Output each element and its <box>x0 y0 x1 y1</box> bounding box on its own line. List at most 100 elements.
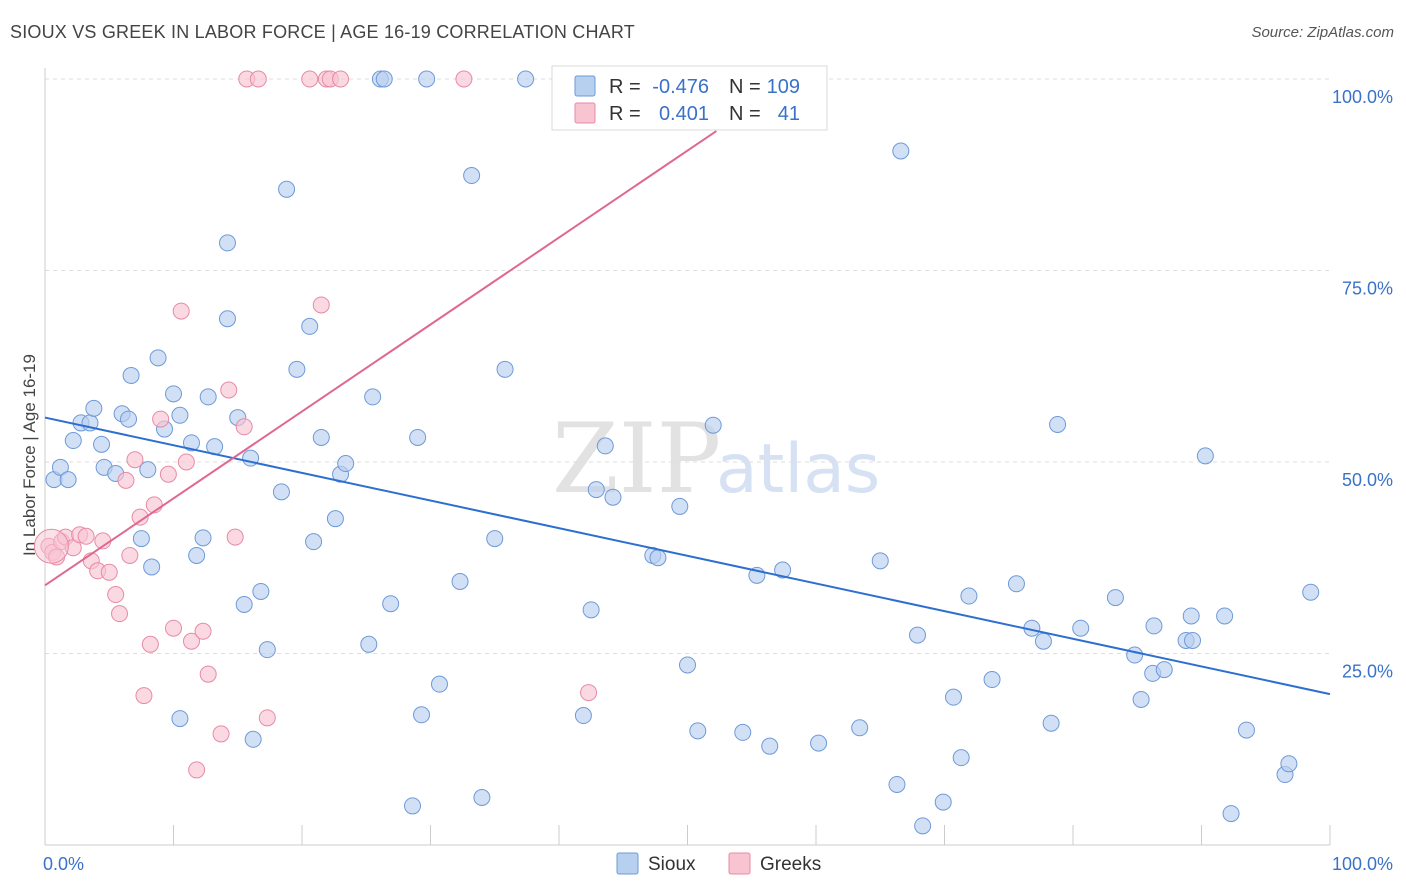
point-sioux <box>272 483 290 501</box>
point-sioux <box>1106 589 1124 607</box>
point-sioux <box>1049 415 1067 433</box>
point-sioux <box>64 432 82 450</box>
point-sioux <box>1072 619 1090 637</box>
point-greeks <box>177 453 195 471</box>
point-sioux <box>305 533 323 551</box>
point-sioux <box>892 142 910 160</box>
point-sioux <box>1042 714 1060 732</box>
point-sioux <box>244 730 262 748</box>
x-tick-labels: 0.0% 100.0% <box>43 854 1393 874</box>
point-sioux <box>944 688 962 706</box>
point-greeks <box>194 622 212 640</box>
point-greeks <box>199 665 217 683</box>
point-sioux <box>413 706 431 724</box>
point-sioux <box>364 388 382 406</box>
legend-n-value-sioux: 109 <box>767 76 800 98</box>
point-greeks <box>226 528 244 546</box>
point-sioux <box>774 561 792 579</box>
point-greeks <box>188 761 206 779</box>
point-sioux <box>810 734 828 752</box>
point-greeks <box>107 586 125 604</box>
point-sioux <box>1145 617 1163 635</box>
point-sioux <box>120 410 138 428</box>
point-sioux <box>252 582 270 600</box>
point-sioux <box>582 601 600 619</box>
point-sioux <box>51 458 69 476</box>
point-greeks <box>301 70 319 88</box>
point-sioux <box>689 722 707 740</box>
series-legend-label-sioux: Sioux <box>648 854 696 875</box>
legend-n-value-greeks: 41 <box>778 103 800 125</box>
point-sioux <box>596 437 614 455</box>
point-sioux <box>1132 690 1150 708</box>
point-sioux <box>194 529 212 547</box>
point-sioux <box>496 360 514 378</box>
scatter-points <box>33 70 1320 835</box>
trend-lines <box>44 130 1331 696</box>
point-sioux <box>288 360 306 378</box>
y-tick-label: 25.0% <box>1342 662 1393 682</box>
point-sioux <box>132 530 150 548</box>
point-greeks <box>235 418 253 436</box>
y-tick-label: 50.0% <box>1342 470 1393 490</box>
point-sioux <box>1184 631 1202 649</box>
point-greeks <box>77 527 95 545</box>
point-sioux <box>430 675 448 693</box>
point-greeks <box>258 709 276 727</box>
point-greeks <box>172 302 190 320</box>
correlation-legend: R = -0.476 N = 109 R = 0.401 N = 41 <box>551 65 828 131</box>
point-greeks <box>332 70 350 88</box>
point-sioux <box>375 70 393 88</box>
y-axis-label: In Labor Force | Age 16-19 <box>20 354 39 556</box>
point-sioux <box>1216 607 1234 625</box>
legend-r-label-sioux: R = <box>609 76 641 98</box>
legend-n-label-sioux: N = <box>729 76 761 98</box>
point-sioux <box>139 461 157 479</box>
point-sioux <box>171 710 189 728</box>
point-sioux <box>1237 721 1255 739</box>
point-sioux <box>671 497 689 515</box>
point-sioux <box>418 70 436 88</box>
watermark-atlas: atlas <box>716 430 880 509</box>
point-sioux <box>1182 607 1200 625</box>
point-sioux <box>218 234 236 252</box>
x-tick-label: 0.0% <box>43 854 84 874</box>
point-greeks <box>121 546 139 564</box>
point-sioux <box>851 719 869 737</box>
series-legend-label-greeks: Greeks <box>760 854 821 875</box>
point-greeks <box>159 465 177 483</box>
point-greeks <box>117 471 135 489</box>
point-sioux <box>704 416 722 434</box>
watermark-zip: ZIP <box>552 403 721 515</box>
trend-line-sioux <box>44 416 1331 696</box>
point-sioux <box>258 641 276 659</box>
point-sioux <box>679 656 696 674</box>
point-sioux <box>278 180 296 198</box>
point-sioux <box>85 399 103 417</box>
point-sioux <box>463 167 481 185</box>
point-greeks <box>249 70 267 88</box>
series-legend-swatch-greeks <box>728 852 751 875</box>
point-greeks <box>141 635 159 653</box>
point-greeks <box>312 296 330 314</box>
point-sioux <box>1007 575 1025 593</box>
legend-r-value-greeks: 0.401 <box>659 103 709 125</box>
point-greeks <box>100 563 118 581</box>
point-sioux <box>1302 583 1320 601</box>
point-greeks <box>126 451 144 469</box>
y-tick-label: 100.0% <box>1332 87 1393 107</box>
point-sioux <box>1280 755 1298 773</box>
point-sioux <box>486 530 504 548</box>
point-sioux <box>382 595 400 613</box>
point-greeks <box>152 410 170 428</box>
point-sioux <box>1222 805 1240 823</box>
point-greeks <box>135 687 153 705</box>
point-sioux <box>165 385 182 403</box>
point-sioux <box>409 428 427 446</box>
point-greeks <box>455 70 473 88</box>
point-sioux <box>451 572 469 590</box>
point-greeks <box>131 508 149 526</box>
point-sioux <box>952 749 970 767</box>
x-tick-label: 100.0% <box>1332 854 1393 874</box>
trend-line-greeks <box>44 130 717 587</box>
